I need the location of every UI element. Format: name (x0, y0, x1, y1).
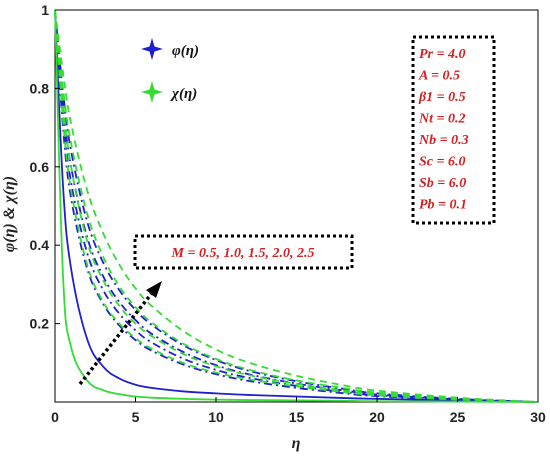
phi-curve-m-1 (54, 9, 539, 403)
chi-curve-m-2-5 (54, 9, 539, 403)
y-tick-label: 0.2 (30, 316, 50, 332)
annotation-box-border (133, 234, 354, 270)
arrow-shaft (78, 291, 154, 386)
arrow-head (146, 281, 162, 298)
y-tick-label: 0.8 (30, 80, 50, 96)
parameter-line: Sc = 6.0 (419, 155, 465, 170)
parameter-line: Nt = 0.2 (418, 112, 465, 127)
chi-curve-m-0-5 (54, 9, 539, 403)
x-axis-label: η (292, 435, 301, 452)
x-tick-label: 0 (51, 409, 59, 425)
annotation-text: M = 0.5, 1.0, 1.5, 2.0, 2.5 (171, 246, 315, 261)
parameter-line: β1 = 0.5 (418, 90, 466, 105)
legend-marker-star (141, 81, 163, 103)
x-tick-label: 10 (208, 409, 224, 425)
legend-marker-star (141, 38, 163, 60)
parameter-line: Pb = 0.1 (419, 198, 467, 213)
chi-curve-m-1 (54, 9, 539, 403)
curve-layer (54, 9, 539, 403)
phi-curve-m-1-5 (54, 9, 539, 403)
increase-arrow (78, 281, 162, 386)
phi-curve-m-0-5 (54, 9, 539, 403)
x-tick-label: 15 (289, 409, 305, 425)
parameter-line: Sb = 6.0 (419, 176, 466, 191)
tick-layer: 0 5 10 15 20 25 30 0.2 0.4 0.6 0.8 1 (30, 2, 546, 425)
y-tick-label: 0.6 (30, 159, 50, 175)
legend-label: φ(η) (172, 43, 199, 59)
x-tick-label: 5 (132, 409, 140, 425)
parameter-line: Pr = 4.0 (419, 47, 465, 62)
x-tick-label: 30 (530, 409, 546, 425)
y-tick-label: 0.4 (30, 237, 50, 253)
chi-curve-m-2 (54, 9, 539, 403)
x-tick-label: 25 (450, 409, 466, 425)
parameter-box: Pr = 4.0 A = 0.5 β1 = 0.5 Nt = 0.2 Nb = 0.3 S… (411, 35, 496, 225)
legend-label: χ(η) (170, 86, 197, 102)
y-tick-label: 1 (41, 2, 49, 18)
chi-curve-m-1-5 (54, 9, 539, 403)
annotation-box: M = 0.5, 1.0, 1.5, 2.0, 2.5 (133, 234, 354, 270)
y-axis-label: φ(η) & χ(η) (1, 176, 18, 252)
x-tick-label: 20 (369, 409, 385, 425)
parameter-line: Nb = 0.3 (418, 133, 469, 148)
parameter-line: A = 0.5 (418, 69, 460, 84)
legend: φ(η) χ(η) (141, 38, 199, 103)
phi-curve-m-2-5 (54, 9, 539, 403)
parameter-box-border (411, 35, 496, 225)
